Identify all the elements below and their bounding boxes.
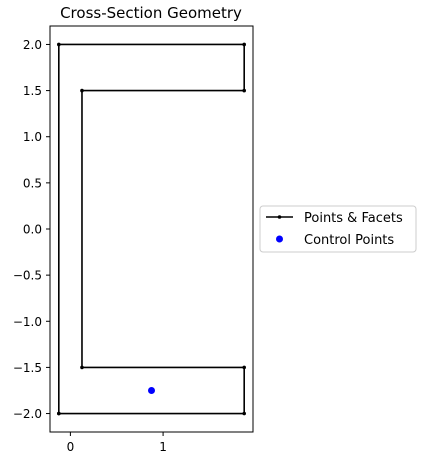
facet-point [80, 365, 84, 370]
y-tick-label: 1.0 [23, 130, 42, 144]
facet-point [242, 88, 246, 93]
facet-point [80, 88, 84, 93]
facet-point [242, 42, 246, 47]
facet-point [57, 42, 61, 47]
axes-frame [49, 25, 254, 433]
facet-point [242, 411, 246, 416]
legend-box [259, 205, 417, 253]
y-tick-label: 0.0 [23, 223, 42, 237]
legend: Points & Facets Control Points [259, 205, 417, 253]
y-tick-label: −2.0 [13, 407, 42, 421]
legend-label-control-points: Control Points [304, 233, 394, 248]
legend-line-marker [277, 215, 282, 219]
chart-title: Cross-Section Geometry [60, 4, 242, 22]
y-tick-label: −1.5 [13, 361, 42, 375]
y-tick-label: 2.0 [23, 38, 42, 52]
legend-label-points-facets: Points & Facets [304, 211, 403, 226]
series-line-points-facets [58, 43, 245, 415]
x-tick-label: 0 [67, 440, 75, 454]
y-tick-label: −0.5 [13, 269, 42, 283]
y-tick-label: −1.0 [13, 315, 42, 329]
facet-point [57, 411, 61, 416]
legend-scatter-marker [276, 235, 283, 243]
control-point [148, 386, 155, 394]
x-tick-label: 1 [159, 440, 167, 454]
y-tick-label: 1.5 [23, 84, 42, 98]
facet-point [242, 365, 246, 370]
y-tick-label: 0.5 [23, 176, 42, 190]
plot-area [57, 42, 246, 416]
y-axis: 2.0 1.5 1.0 0.5 0.0 −0.5 −1.0 −1.5 −2.0 [13, 38, 50, 421]
